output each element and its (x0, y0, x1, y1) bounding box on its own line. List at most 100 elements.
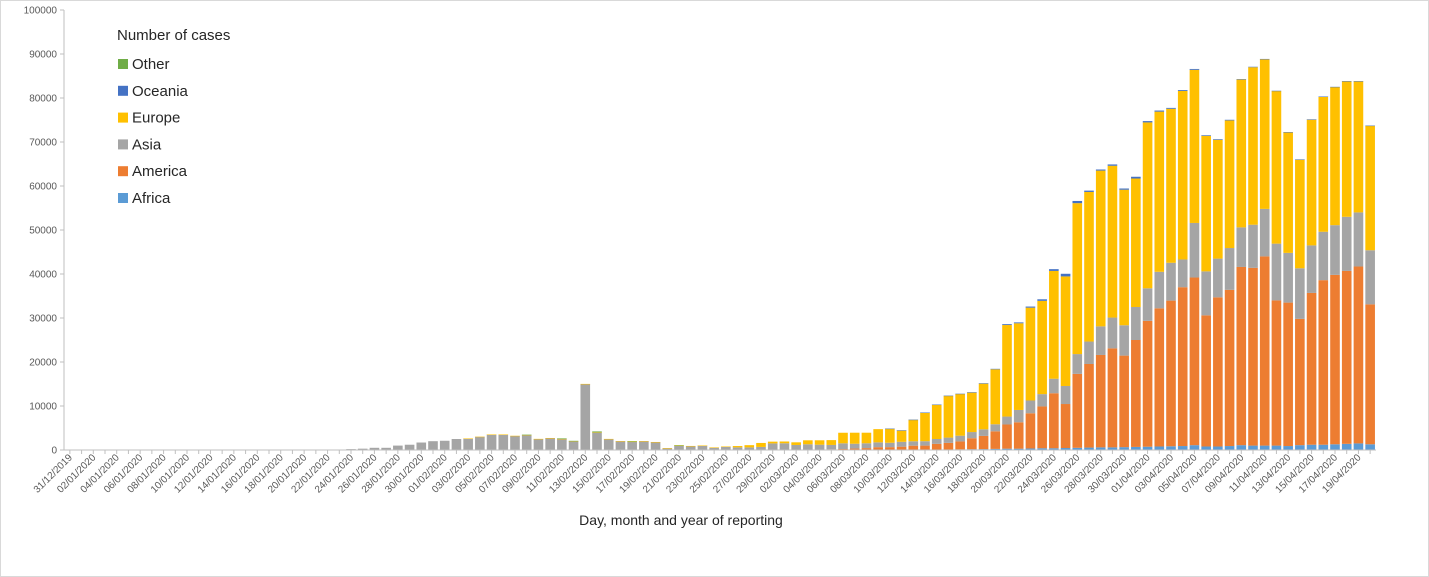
bar-segment-europe (1095, 170, 1106, 327)
bar-segment-asia (1166, 262, 1176, 301)
bar-segment-america (896, 446, 907, 450)
bar-segment-europe (1177, 90, 1188, 260)
bar-segment-asia (732, 447, 743, 450)
bar-segment-europe (463, 438, 473, 439)
bar-segment-america (838, 449, 848, 450)
bar-segment-asia (557, 439, 567, 450)
bar-segment-europe (1189, 69, 1200, 223)
bar-segment-oceania (1119, 188, 1129, 190)
bar-segment-africa (1330, 444, 1340, 450)
legend-label-europe: Europe (132, 110, 180, 127)
bar-segment-oceania (1072, 200, 1083, 204)
bar-segment-america (885, 447, 895, 450)
bar-segment-america (1189, 277, 1200, 446)
bar-segment-oceania (1330, 86, 1340, 88)
bar-segment-asia (603, 439, 614, 450)
bar-segment-europe (709, 447, 719, 448)
bar-segment-asia (756, 446, 766, 450)
bar-segment-europe (826, 440, 837, 445)
bar-segment-america (1201, 315, 1211, 447)
bar-segment-oceania (885, 428, 895, 430)
bar-segment-africa (1259, 445, 1270, 450)
bar-segment-oceania (1107, 164, 1118, 166)
bar-segment-asia (1025, 400, 1036, 414)
y-tick-label: 70000 (29, 138, 57, 149)
bar-segment-europe (1072, 203, 1083, 355)
bar-segment-asia (428, 441, 438, 450)
bar-segment-africa (1295, 445, 1305, 450)
bar-segment-asia (861, 443, 872, 449)
bar-segment-america (1072, 373, 1083, 448)
bar-segment-oceania (1306, 119, 1317, 120)
bar-segment-africa (1236, 445, 1247, 450)
bar-segment-america (1025, 413, 1036, 449)
bar-segment-africa (1037, 448, 1047, 450)
bar-segment-europe (896, 430, 907, 442)
y-tick-label: 90000 (29, 50, 57, 61)
bar-segment-america (955, 441, 965, 450)
bar-segment-asia (1095, 326, 1106, 355)
bar-segment-asia (1002, 416, 1012, 425)
bar-segment-europe (838, 432, 848, 444)
bar-segment-europe (1013, 323, 1024, 410)
bar-segment-asia (826, 444, 837, 450)
legend-label-america: America (132, 163, 188, 180)
bar-segment-europe (1107, 165, 1118, 318)
bar-segment-asia (674, 445, 684, 450)
bar-segment-europe (931, 404, 942, 439)
bar-segment-europe (955, 393, 965, 436)
bar-segment-america (1119, 355, 1129, 448)
bar-segment-asia (592, 432, 602, 450)
bar-segment-asia (885, 442, 895, 448)
bar-segment-asia (1177, 259, 1188, 288)
bar-segment-asia (849, 443, 860, 449)
bar-segment-asia (1306, 245, 1317, 293)
bar-segment-europe (1084, 191, 1094, 342)
bar-segment-oceania (1002, 324, 1012, 326)
bar-segment-oceania (920, 412, 930, 414)
bar-segment-europe (697, 445, 708, 447)
bar-segment-europe (978, 383, 989, 430)
y-tick-label: 60000 (29, 182, 57, 193)
bar-segment-africa (1025, 448, 1036, 450)
bar-segment-asia (451, 439, 462, 450)
bar-segment-oceania (1213, 139, 1223, 140)
bar-segment-asia (404, 444, 415, 450)
bar-segment-asia (1318, 231, 1329, 281)
bar-segment-america (849, 448, 860, 450)
bar-segment-america (1107, 348, 1118, 448)
bar-segment-europe (557, 438, 567, 440)
bar-segment-oceania (931, 404, 942, 406)
bar-segment-america (1306, 292, 1317, 445)
legend-label-oceania: Oceania (132, 83, 189, 100)
bar-segment-oceania (1142, 121, 1153, 123)
bar-segment-oceania (1295, 159, 1305, 160)
y-tick-label: 10000 (29, 402, 57, 413)
bar-segment-europe (1306, 119, 1317, 246)
bar-segment-europe (639, 441, 649, 442)
bar-segment-europe (1365, 125, 1375, 251)
bar-segment-oceania (955, 393, 965, 395)
bar-segment-asia (568, 441, 579, 450)
bar-segment-america (1271, 300, 1282, 446)
bar-segment-asia (1107, 317, 1118, 349)
bar-segment-africa (990, 448, 1001, 450)
bar-segment-america (920, 445, 930, 450)
bar-segment-europe (721, 446, 731, 447)
bar-segment-america (1049, 393, 1059, 449)
bar-segment-other (568, 440, 579, 442)
bar-segment-asia (931, 439, 942, 444)
bar-segment-oceania (908, 419, 919, 421)
bar-segment-africa (1283, 446, 1293, 450)
bar-segment-africa (1341, 443, 1352, 450)
legend-title: Number of cases (117, 27, 230, 44)
bar-segment-europe (943, 395, 954, 438)
bar-segment-asia (896, 441, 907, 447)
bar-segment-asia (1365, 250, 1375, 305)
legend-swatch-america (118, 166, 128, 177)
bar-segment-america (1154, 308, 1165, 447)
bar-segment-europe (603, 438, 614, 440)
bar-segment-europe (545, 437, 555, 439)
bar-segment-america (1259, 256, 1270, 446)
